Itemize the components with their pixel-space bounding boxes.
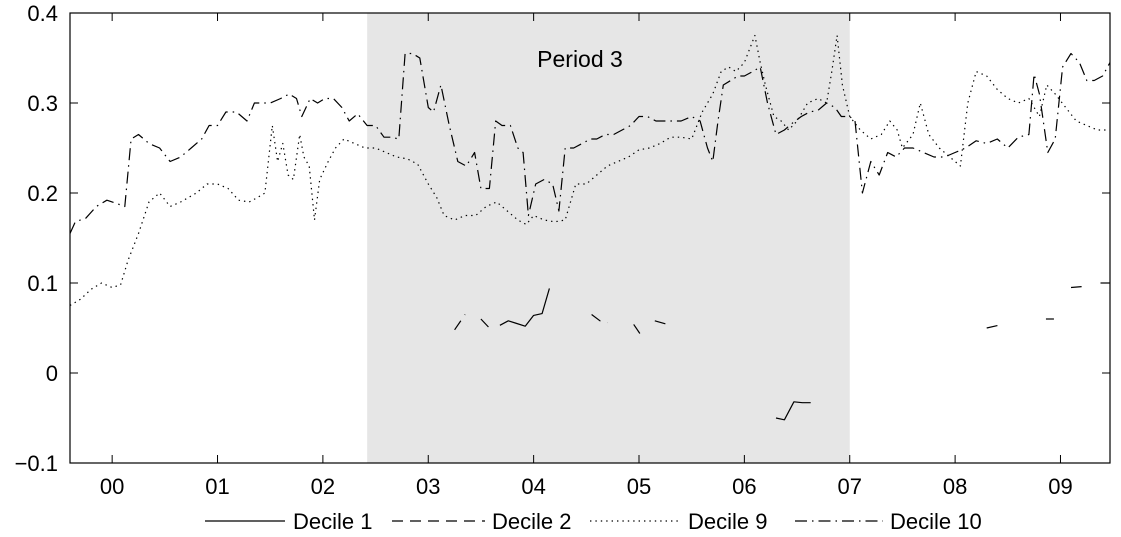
y-tick-label: 0 (46, 361, 58, 386)
plot-frame (69, 12, 1111, 464)
series-2 (454, 282, 1110, 338)
y-tick-label: 0.1 (27, 271, 58, 296)
x-tick-label: 03 (416, 474, 440, 499)
y-tick-label: 0.3 (27, 91, 58, 116)
y-axis: −0.1 0 0.1 0.2 0.3 0.4 (15, 1, 1110, 476)
x-tick-label: 01 (205, 474, 229, 499)
legend: Decile 1 Decile 2 Decile 9 Decile 10 (205, 509, 982, 534)
series-2-segment-1 (454, 314, 466, 331)
series-3 (69, 34, 1110, 307)
x-tick-label: 07 (837, 474, 861, 499)
series-2-segment-6 (986, 323, 1003, 329)
period-label: Period 3 (537, 46, 623, 72)
x-tick-label: 06 (732, 474, 756, 499)
series-1-segment-2 (775, 401, 811, 421)
y-tick-label: −0.1 (15, 451, 58, 476)
series-layer (69, 34, 1111, 421)
legend-label-4: Decile 10 (890, 509, 982, 534)
y-tick-label: 0.2 (27, 181, 58, 206)
legend-label-2: Decile 2 (492, 509, 571, 534)
x-tick-label: 08 (943, 474, 967, 499)
x-tick-label: 09 (1048, 474, 1072, 499)
x-tick-label: 05 (627, 474, 651, 499)
series-3-segment-1 (69, 34, 1110, 307)
series-1 (499, 288, 811, 421)
x-tick-label: 02 (311, 474, 335, 499)
x-axis: 00 01 02 03 04 05 06 07 08 09 (100, 13, 1073, 499)
x-tick-label: 04 (521, 474, 545, 499)
series-2-segment-5 (654, 320, 668, 325)
series-4-segment-1 (69, 52, 1111, 234)
series-2-segment-8 (1070, 286, 1082, 289)
series-2-segment-4 (633, 324, 643, 338)
legend-label-3: Decile 9 (688, 509, 767, 534)
x-tick-label: 00 (100, 474, 124, 499)
series-4 (69, 52, 1111, 234)
legend-label-1: Decile 1 (293, 509, 372, 534)
series-2-segment-3 (591, 314, 608, 324)
period-3-shading (367, 13, 850, 463)
series-1-segment-1 (499, 288, 550, 327)
y-tick-label: 0.4 (27, 1, 58, 26)
series-2-segment-2 (480, 318, 490, 329)
